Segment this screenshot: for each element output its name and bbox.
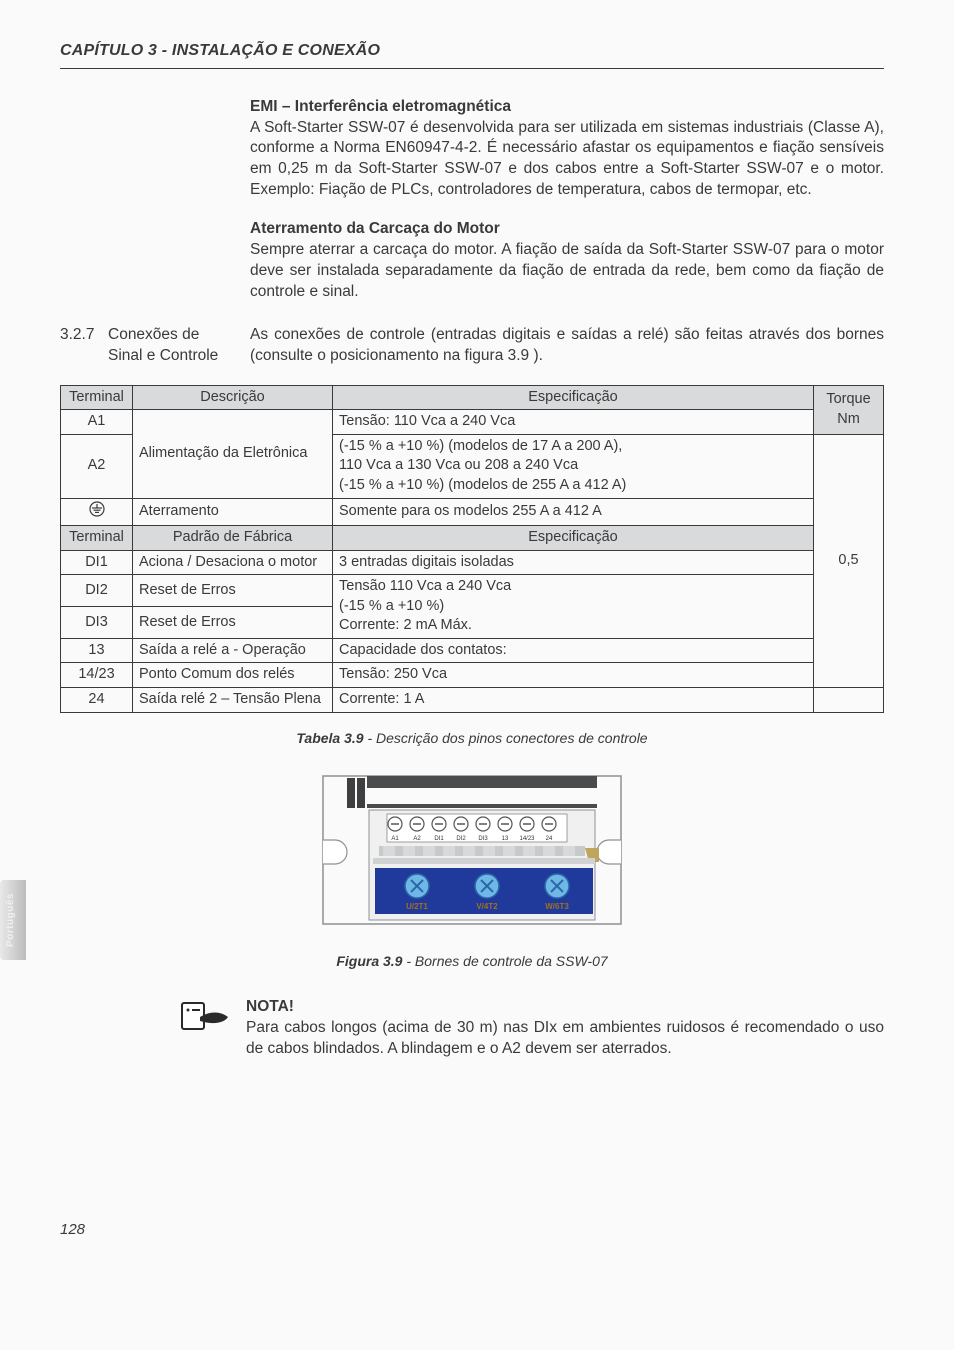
cell-relay-spec3: Corrente: 1 A [333, 688, 814, 713]
section-327-num: 3.2.7 [60, 325, 108, 346]
th-terminal: Terminal [61, 385, 133, 410]
svg-text:A2: A2 [413, 836, 421, 842]
svg-text:13: 13 [502, 836, 509, 842]
cell-torque: 0,5 [814, 434, 884, 687]
section-327-t2: Sinal e Controle [108, 347, 218, 364]
spec-table: Terminal Descrição Especificação Torque … [60, 385, 884, 713]
cell-relay-spec1: Capacidade dos contatos: [333, 638, 814, 663]
cell-a-spec1: Tensão: 110 Vca a 240 Vca [333, 410, 814, 435]
table-header-2: Terminal Padrão de Fábrica Especificação [61, 526, 884, 551]
th-torque: Torque Nm [814, 385, 884, 434]
cell-relay-spec2: Tensão: 250 Vca [333, 663, 814, 688]
cell-di3-desc: Reset de Erros [133, 607, 333, 639]
cell-gnd-spec: Somente para os modelos 255 A a 412 A [333, 498, 814, 526]
ground-title: Aterramento da Carcaça do Motor [250, 220, 500, 237]
cell-a-desc: Alimentação da Eletrônica [133, 410, 333, 498]
section-327-t1: Conexões de [108, 326, 199, 343]
th-spec: Especificação [333, 385, 814, 410]
emi-section: EMI – Interferência eletromagnética A So… [250, 97, 884, 202]
nota-text: NOTA! Para cabos longos (acima de 30 m) … [246, 997, 884, 1060]
page-number: 128 [60, 1220, 884, 1240]
ground-section: Aterramento da Carcaça do Motor Sempre a… [250, 219, 884, 303]
cell-di2-desc: Reset de Erros [133, 575, 333, 607]
cell-24: 24 [61, 688, 133, 713]
svg-text:DI1: DI1 [434, 836, 444, 842]
cell-1423-desc: Ponto Comum dos relés [133, 663, 333, 688]
cell-di-spec2: Tensão 110 Vca a 240 Vca (-15 % a +10 %)… [333, 575, 814, 639]
svg-text:14/23: 14/23 [519, 836, 535, 842]
table-header-1: Terminal Descrição Especificação Torque … [61, 385, 884, 410]
cell-di2: DI2 [61, 575, 133, 607]
svg-text:24: 24 [546, 836, 553, 842]
table-row: A1 Alimentação da Eletrônica Tensão: 110… [61, 410, 884, 435]
cell-13-desc: Saída a relé a - Operação [133, 638, 333, 663]
svg-text:DI2: DI2 [456, 836, 466, 842]
svg-text:DI3: DI3 [478, 836, 488, 842]
cell-di3: DI3 [61, 607, 133, 639]
nota-heading: NOTA! [246, 997, 884, 1018]
figure-39: A1 A2 DI1 DI2 DI3 13 14/23 24 U/2T1 V/4T2 W/6T3 [60, 770, 884, 937]
cell-13: 13 [61, 638, 133, 663]
table-row: 13 Saída a relé a - Operação Capacidade … [61, 638, 884, 663]
cell-1423: 14/23 [61, 663, 133, 688]
cell-di1-desc: Aciona / Desaciona o motor [133, 550, 333, 575]
cell-a1: A1 [61, 410, 133, 435]
note-icon [180, 997, 230, 1042]
svg-text:W/6T3: W/6T3 [545, 902, 569, 911]
cell-24-desc: Saída relé 2 – Tensão Plena [133, 688, 333, 713]
nota-block: NOTA! Para cabos longos (acima de 30 m) … [180, 997, 884, 1060]
emi-body: A Soft-Starter SSW-07 é desenvolvida par… [250, 119, 884, 199]
svg-text:A1: A1 [391, 836, 399, 842]
ground-icon [61, 498, 133, 526]
svg-text:U/2T1: U/2T1 [406, 902, 428, 911]
emi-title: EMI – Interferência eletromagnética [250, 98, 511, 115]
table-row: DI1 Aciona / Desaciona o motor 3 entrada… [61, 550, 884, 575]
language-tab: Português [0, 880, 26, 960]
cell-a2: A2 [61, 434, 133, 498]
cell-gnd-desc: Aterramento [133, 498, 333, 526]
figure-caption: Figura 3.9 - Bornes de controle da SSW-0… [60, 952, 884, 971]
section-327-side: 3.2.7Conexões de Sinal e Controle [60, 325, 240, 367]
th2-desc: Padrão de Fábrica [133, 526, 333, 551]
th2-spec: Especificação [333, 526, 814, 551]
th-desc: Descrição [133, 385, 333, 410]
ground-body: Sempre aterrar a carcaça do motor. A fia… [250, 241, 884, 300]
cell-a-spec2: (-15 % a +10 %) (modelos de 17 A a 200 A… [333, 434, 814, 498]
chapter-header: CAPÍTULO 3 - INSTALAÇÃO E CONEXÃO [60, 40, 884, 69]
section-327-body: As conexões de controle (entradas digita… [250, 325, 884, 367]
table-row: 24 Saída relé 2 – Tensão Plena Corrente:… [61, 688, 884, 713]
table-caption: Tabela 3.9 - Descrição dos pinos conecto… [60, 729, 884, 748]
table-row: 14/23 Ponto Comum dos relés Tensão: 250 … [61, 663, 884, 688]
th2-terminal: Terminal [61, 526, 133, 551]
cell-di1: DI1 [61, 550, 133, 575]
nota-body: Para cabos longos (acima de 30 m) nas DI… [246, 1018, 884, 1060]
svg-text:V/4T2: V/4T2 [476, 902, 498, 911]
cell-di-spec1: 3 entradas digitais isoladas [333, 550, 814, 575]
table-row: DI2 Reset de Erros Tensão 110 Vca a 240 … [61, 575, 884, 607]
table-row: Aterramento Somente para os modelos 255 … [61, 498, 884, 526]
section-327: 3.2.7Conexões de Sinal e Controle As con… [60, 325, 884, 367]
